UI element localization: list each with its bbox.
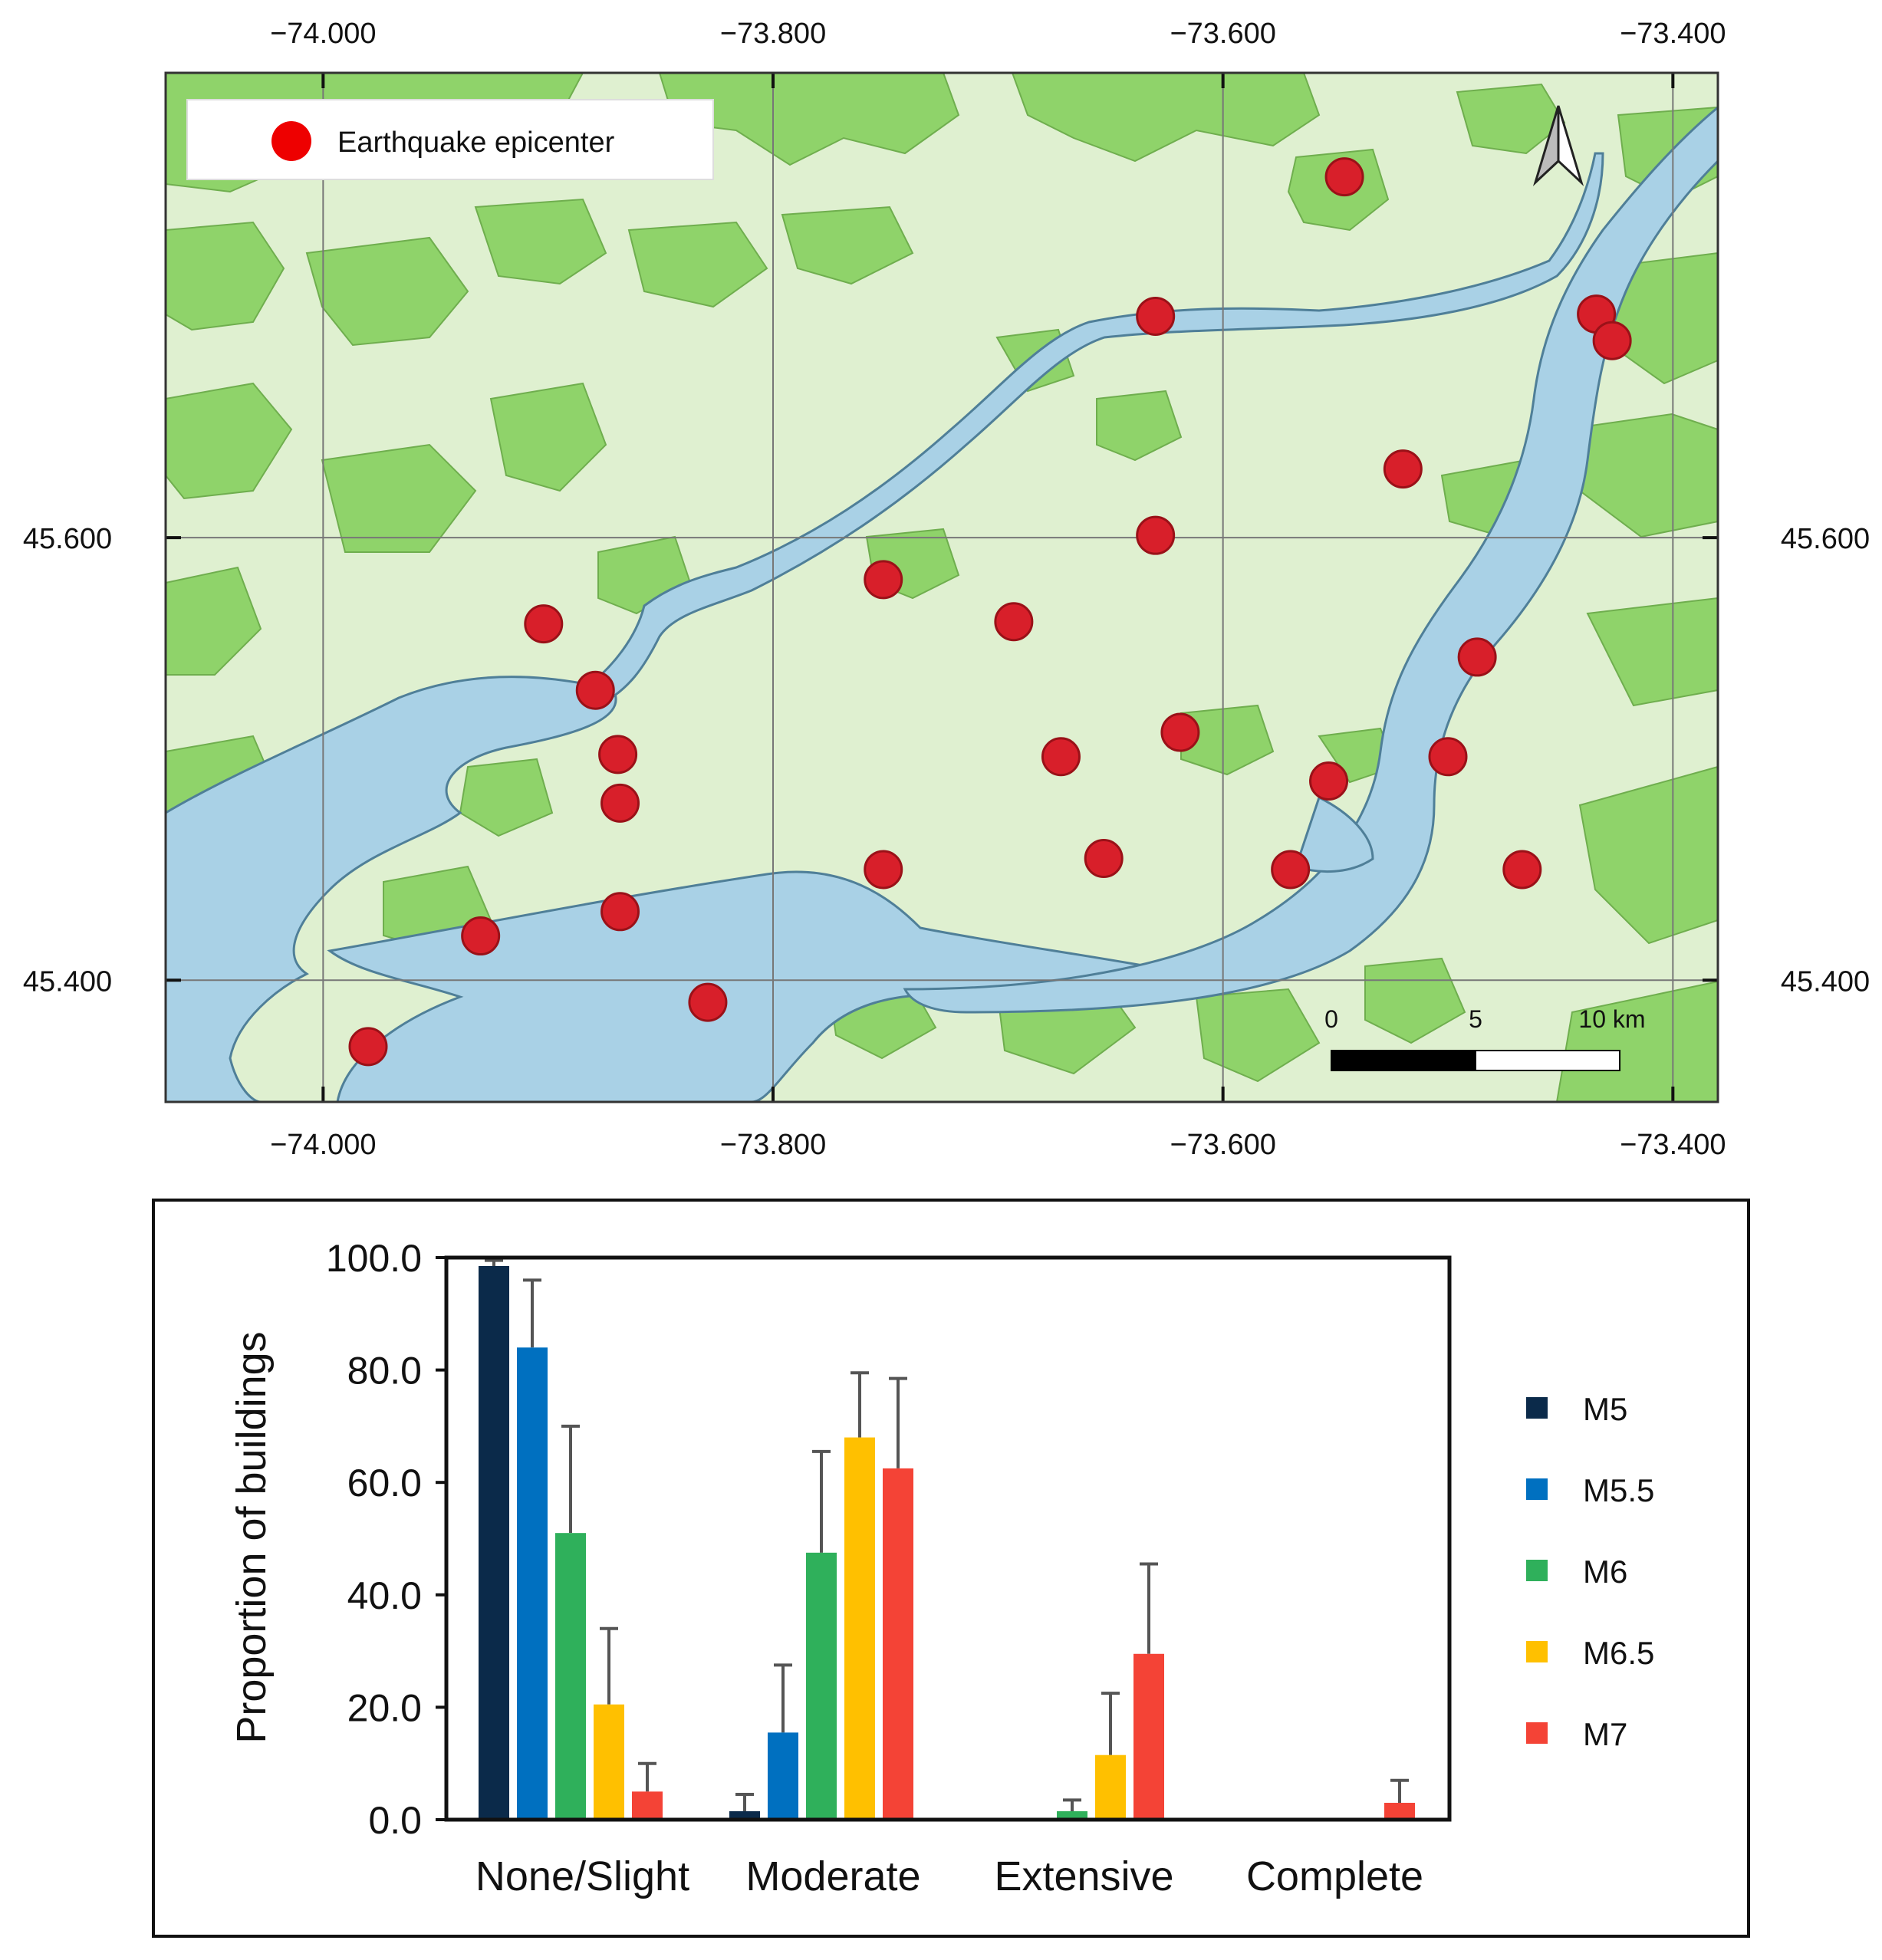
- lat-tick-label-right: 45.400: [1781, 965, 1870, 998]
- lon-tick-label-top: −73.600: [1170, 18, 1275, 50]
- bar-m6: [555, 1533, 586, 1820]
- epicenter-marker: [1271, 850, 1311, 890]
- epicenter-marker: [1428, 737, 1468, 777]
- legend-label: M5.5: [1583, 1472, 1654, 1508]
- legend-label: M7: [1583, 1716, 1627, 1752]
- epicenter-marker: [524, 604, 564, 644]
- lon-tick-label-top: −74.000: [270, 18, 376, 50]
- bar-m7: [1384, 1803, 1415, 1820]
- scale-bar: 0 5 10 km: [1324, 1005, 1646, 1071]
- lat-tick-label-left: 45.400: [23, 965, 112, 998]
- bar-m6: [806, 1552, 837, 1820]
- map-panel: −74.000 −73.800 −73.600 −73.400 −74.000 −73.…: [23, 18, 1870, 1161]
- legend-swatch: [1526, 1641, 1548, 1662]
- scale-label-0: 0: [1324, 1005, 1338, 1033]
- chart-panel: 0.0 20.0 40.0 60.0 80.0 100.0 None/Slight Mode…: [152, 1199, 1750, 1938]
- bar-m7: [632, 1791, 663, 1820]
- chart-legend: M5 M5.5 M6 M6.5 M7: [1526, 1391, 1654, 1752]
- y-tick-label: 20.0: [347, 1686, 422, 1729]
- legend-swatch: [1526, 1478, 1548, 1500]
- legend-epicenter-marker: [271, 121, 311, 161]
- y-tick-label: 100.0: [326, 1237, 422, 1280]
- epicenter-marker: [600, 783, 640, 823]
- bar-m5-5: [517, 1347, 548, 1820]
- scale-label-5: 5: [1469, 1005, 1482, 1033]
- y-tick-label: 80.0: [347, 1350, 422, 1393]
- north-arrow-icon: [1532, 105, 1584, 186]
- epicenter-marker: [348, 1027, 388, 1067]
- epicenters: [348, 157, 1632, 1067]
- epicenter-marker: [688, 982, 728, 1022]
- lat-tick-label-right: 45.600: [1781, 523, 1870, 555]
- epicenter-marker: [1309, 761, 1349, 801]
- lon-tick-label-bottom: −73.400: [1620, 1129, 1726, 1161]
- lon-tick-label-bottom: −74.000: [270, 1129, 376, 1161]
- epicenter-marker: [994, 602, 1034, 642]
- legend-swatch: [1526, 1722, 1548, 1744]
- bar-m7: [1133, 1653, 1164, 1820]
- bar-m7: [883, 1468, 913, 1820]
- bar-m6: [1057, 1811, 1087, 1820]
- legend-label: M5: [1583, 1391, 1627, 1427]
- plot-frame: [444, 1255, 1452, 1822]
- category-label: None/Slight: [475, 1853, 689, 1899]
- lon-tick-label-bottom: −73.600: [1170, 1129, 1275, 1161]
- epicenter-marker: [575, 670, 615, 710]
- epicenter-marker: [600, 892, 640, 932]
- epicenter-marker: [1502, 850, 1542, 890]
- lon-tick-label-top: −73.400: [1620, 18, 1726, 50]
- epicenter-marker: [1041, 737, 1081, 777]
- epicenter-marker: [1160, 712, 1200, 752]
- epicenter-marker: [1136, 296, 1176, 336]
- chart-bars: [479, 1265, 1415, 1820]
- legend-swatch: [1526, 1397, 1548, 1419]
- y-tick-label: 40.0: [347, 1574, 422, 1617]
- bar-m6-5: [594, 1704, 624, 1820]
- lon-tick-label-bottom: −73.800: [720, 1129, 826, 1161]
- epicenter-marker: [461, 916, 501, 956]
- map-legend: Earthquake epicenter: [186, 99, 714, 180]
- scale-bar-white: [1475, 1050, 1620, 1071]
- epicenter-marker: [1136, 515, 1176, 555]
- scale-label-10km: 10 km: [1578, 1005, 1645, 1033]
- chart-category-labels: None/Slight Moderate Extensive Complete: [475, 1853, 1423, 1899]
- category-label: Extensive: [994, 1853, 1173, 1899]
- epicenter-marker: [864, 560, 903, 600]
- lon-tick-label-top: −73.800: [720, 18, 826, 50]
- epicenter-marker: [1457, 637, 1497, 677]
- lon-labels-bottom: −74.000 −73.800 −73.600 −73.400: [270, 1129, 1726, 1161]
- legend-epicenter-label: Earthquake epicenter: [337, 127, 615, 159]
- legend-label: M6.5: [1583, 1635, 1654, 1671]
- legend-swatch: [1526, 1560, 1548, 1581]
- chart-outer-frame: [152, 1199, 1750, 1938]
- y-axis-label: Proportion of buildings: [229, 1331, 275, 1743]
- scale-bar-black: [1331, 1050, 1476, 1071]
- y-tick-label: 0.0: [368, 1799, 422, 1842]
- legend-label: M6: [1583, 1554, 1627, 1590]
- lat-labels-right: 45.600 45.400: [1781, 523, 1870, 998]
- bar-m5: [729, 1811, 760, 1820]
- lat-tick-label-left: 45.600: [23, 523, 112, 555]
- epicenter-marker: [598, 735, 638, 774]
- epicenter-marker: [1592, 321, 1632, 360]
- epicenter-marker: [864, 850, 903, 890]
- epicenter-marker: [1383, 449, 1423, 489]
- bar-m5-5: [768, 1732, 798, 1820]
- epicenter-marker: [1324, 157, 1364, 197]
- bar-m5: [479, 1265, 509, 1820]
- chart-yticks: 0.0 20.0 40.0 60.0 80.0 100.0: [326, 1237, 446, 1842]
- chart-error-bars: [485, 1258, 1409, 1812]
- y-tick-label: 60.0: [347, 1462, 422, 1505]
- lon-labels-top: −74.000 −73.800 −73.600 −73.400: [270, 18, 1726, 50]
- category-label: Complete: [1246, 1853, 1423, 1899]
- epicenter-marker: [1084, 839, 1124, 879]
- bar-m6-5: [844, 1437, 875, 1820]
- graticule: [166, 73, 1718, 1102]
- bar-m6-5: [1095, 1754, 1126, 1820]
- category-label: Moderate: [745, 1853, 920, 1899]
- map-frame: [164, 71, 1719, 1103]
- lat-labels-left: 45.600 45.400: [23, 523, 112, 998]
